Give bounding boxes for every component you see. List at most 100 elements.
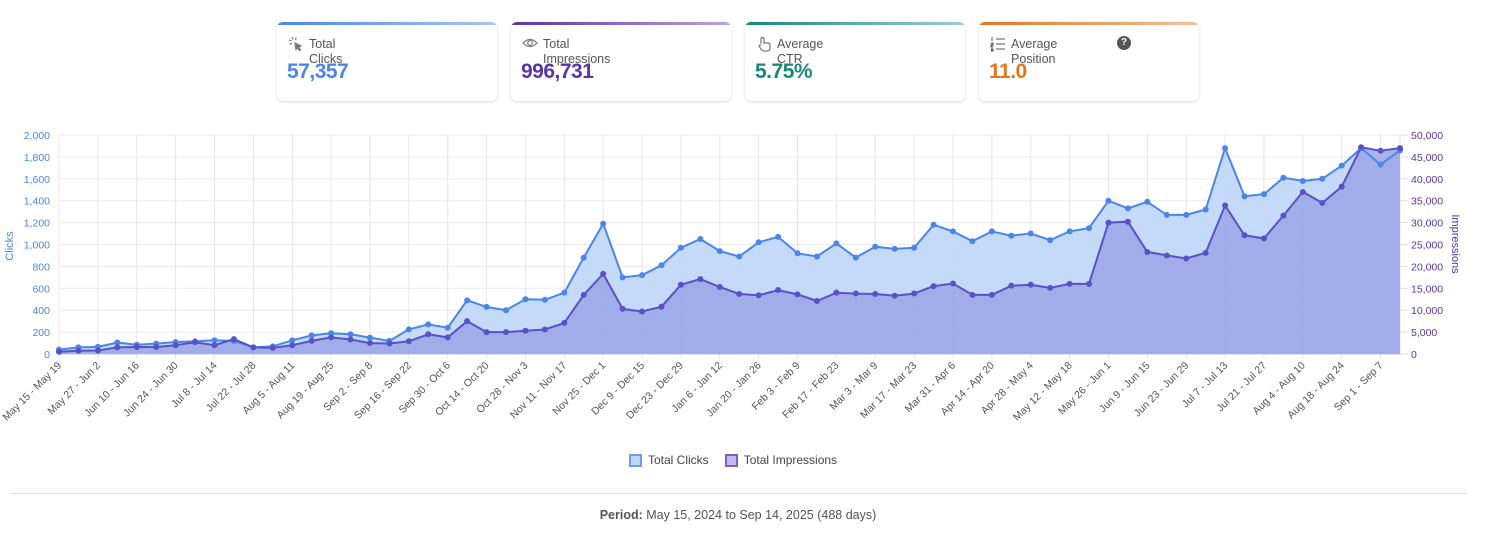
point-impressions bbox=[503, 329, 509, 336]
period-text: May 15, 2024 to Sep 14, 2025 (488 days) bbox=[646, 508, 877, 522]
point-clicks bbox=[619, 274, 626, 281]
point-impressions bbox=[639, 308, 646, 315]
point-clicks bbox=[697, 236, 704, 243]
point-clicks bbox=[639, 272, 646, 279]
card-value: 5.75% bbox=[755, 60, 813, 83]
card-total-impressions[interactable]: Total Impressions 996,731 bbox=[511, 22, 731, 101]
point-clicks bbox=[1066, 228, 1073, 235]
point-clicks bbox=[872, 243, 879, 250]
legend-item-clicks[interactable]: Total Clicks bbox=[629, 453, 709, 467]
point-clicks bbox=[1222, 145, 1229, 152]
y-tick-label: 2,000 bbox=[24, 130, 50, 142]
period-info: Period: May 15, 2024 to Sep 14, 2025 (48… bbox=[0, 508, 1476, 522]
clicks-impressions-chart: 2,000 1,800 1,600 1,400 1,200 1,000 800 600 400 2… bbox=[0, 130, 1461, 424]
card-average-ctr[interactable]: Average CTR 5.75% bbox=[745, 22, 965, 101]
point-impressions bbox=[289, 342, 296, 349]
point-impressions bbox=[1241, 232, 1248, 239]
point-impressions bbox=[172, 342, 179, 349]
y-axis-right: 50,000 45,000 40,000 35,000 30,000 25,000 20,0… bbox=[1400, 130, 1443, 361]
point-impressions bbox=[1027, 281, 1034, 288]
point-impressions bbox=[230, 336, 237, 343]
point-impressions bbox=[561, 319, 568, 326]
y2-tick-label: 15,000 bbox=[1411, 283, 1443, 295]
point-impressions bbox=[405, 338, 412, 345]
point-clicks bbox=[503, 307, 509, 314]
point-impressions bbox=[1144, 248, 1151, 255]
point-clicks bbox=[600, 220, 607, 227]
point-impressions bbox=[1047, 284, 1054, 291]
y-tick-label: 1,400 bbox=[24, 196, 50, 208]
help-icon[interactable]: ? bbox=[1117, 36, 1131, 50]
point-impressions bbox=[211, 342, 218, 349]
point-clicks bbox=[794, 250, 801, 257]
point-impressions bbox=[775, 287, 782, 294]
point-clicks bbox=[580, 254, 587, 261]
point-impressions bbox=[483, 329, 490, 336]
point-impressions bbox=[1124, 218, 1131, 225]
point-impressions bbox=[1008, 282, 1015, 289]
y-axis-label: Clicks bbox=[4, 231, 16, 261]
point-clicks bbox=[328, 330, 335, 337]
point-impressions bbox=[1260, 235, 1267, 242]
legend-item-impressions[interactable]: Total Impressions bbox=[724, 453, 837, 467]
card-total-clicks[interactable]: Total Clicks 57,357 bbox=[277, 22, 497, 101]
card-label: Average CTR bbox=[777, 37, 824, 66]
point-clicks bbox=[658, 262, 665, 269]
point-clicks bbox=[1280, 174, 1287, 181]
point-clicks bbox=[444, 324, 451, 331]
card-average-position[interactable]: Average Position ? 11.0 bbox=[979, 22, 1199, 101]
line-impressions bbox=[58, 146, 1401, 353]
point-impressions bbox=[1086, 280, 1093, 287]
card-value: 996,731 bbox=[521, 60, 594, 83]
point-impressions bbox=[425, 331, 432, 338]
point-clicks bbox=[755, 239, 762, 246]
y2-tick-label: 35,000 bbox=[1411, 196, 1443, 208]
y-tick-label: 0 bbox=[44, 349, 50, 361]
point-clicks bbox=[852, 254, 859, 261]
point-impressions bbox=[891, 292, 898, 299]
point-clicks bbox=[716, 248, 723, 255]
y-tick-label: 400 bbox=[32, 305, 50, 317]
point-impressions bbox=[1066, 280, 1073, 287]
point-clicks bbox=[1163, 211, 1170, 218]
card-value: 11.0 bbox=[989, 60, 1027, 83]
point-clicks bbox=[114, 339, 121, 346]
y2-tick-label: 10,000 bbox=[1411, 305, 1443, 317]
point-impressions bbox=[580, 291, 587, 298]
point-clicks bbox=[289, 337, 296, 344]
point-clicks bbox=[1202, 206, 1209, 213]
point-clicks bbox=[347, 331, 354, 338]
point-impressions bbox=[794, 291, 801, 298]
point-impressions bbox=[988, 291, 995, 298]
y2-tick-label: 45,000 bbox=[1411, 152, 1443, 164]
point-clicks bbox=[911, 244, 918, 251]
point-impressions bbox=[1358, 144, 1365, 151]
point-impressions bbox=[1202, 249, 1209, 256]
point-impressions bbox=[755, 292, 762, 299]
point-impressions bbox=[269, 344, 276, 351]
y-axis-left: 2,000 1,800 1,600 1,400 1,200 1,000 800 600 400 2… bbox=[24, 130, 50, 361]
point-clicks bbox=[1086, 225, 1093, 232]
point-impressions bbox=[328, 334, 335, 341]
y2-tick-label: 40,000 bbox=[1411, 174, 1443, 186]
card-accent-bar bbox=[511, 22, 731, 25]
point-clicks bbox=[930, 221, 937, 228]
legend-swatch-impressions bbox=[724, 453, 738, 467]
card-label: Total Clicks bbox=[309, 37, 343, 66]
point-impressions bbox=[308, 337, 315, 344]
y-tick-label: 1,000 bbox=[24, 240, 50, 252]
chart-areas bbox=[59, 147, 1400, 354]
point-clicks bbox=[1338, 162, 1345, 169]
point-clicks bbox=[522, 296, 529, 303]
y2-tick-label: 25,000 bbox=[1411, 240, 1443, 252]
line-clicks bbox=[58, 145, 1401, 351]
point-clicks bbox=[1299, 177, 1306, 184]
point-clicks bbox=[950, 228, 956, 235]
point-impressions bbox=[1105, 219, 1112, 226]
eye-icon bbox=[522, 36, 538, 52]
point-clicks bbox=[1319, 175, 1326, 182]
point-clicks bbox=[969, 238, 976, 245]
touch-icon bbox=[756, 36, 772, 52]
card-value: 57,357 bbox=[287, 60, 349, 83]
